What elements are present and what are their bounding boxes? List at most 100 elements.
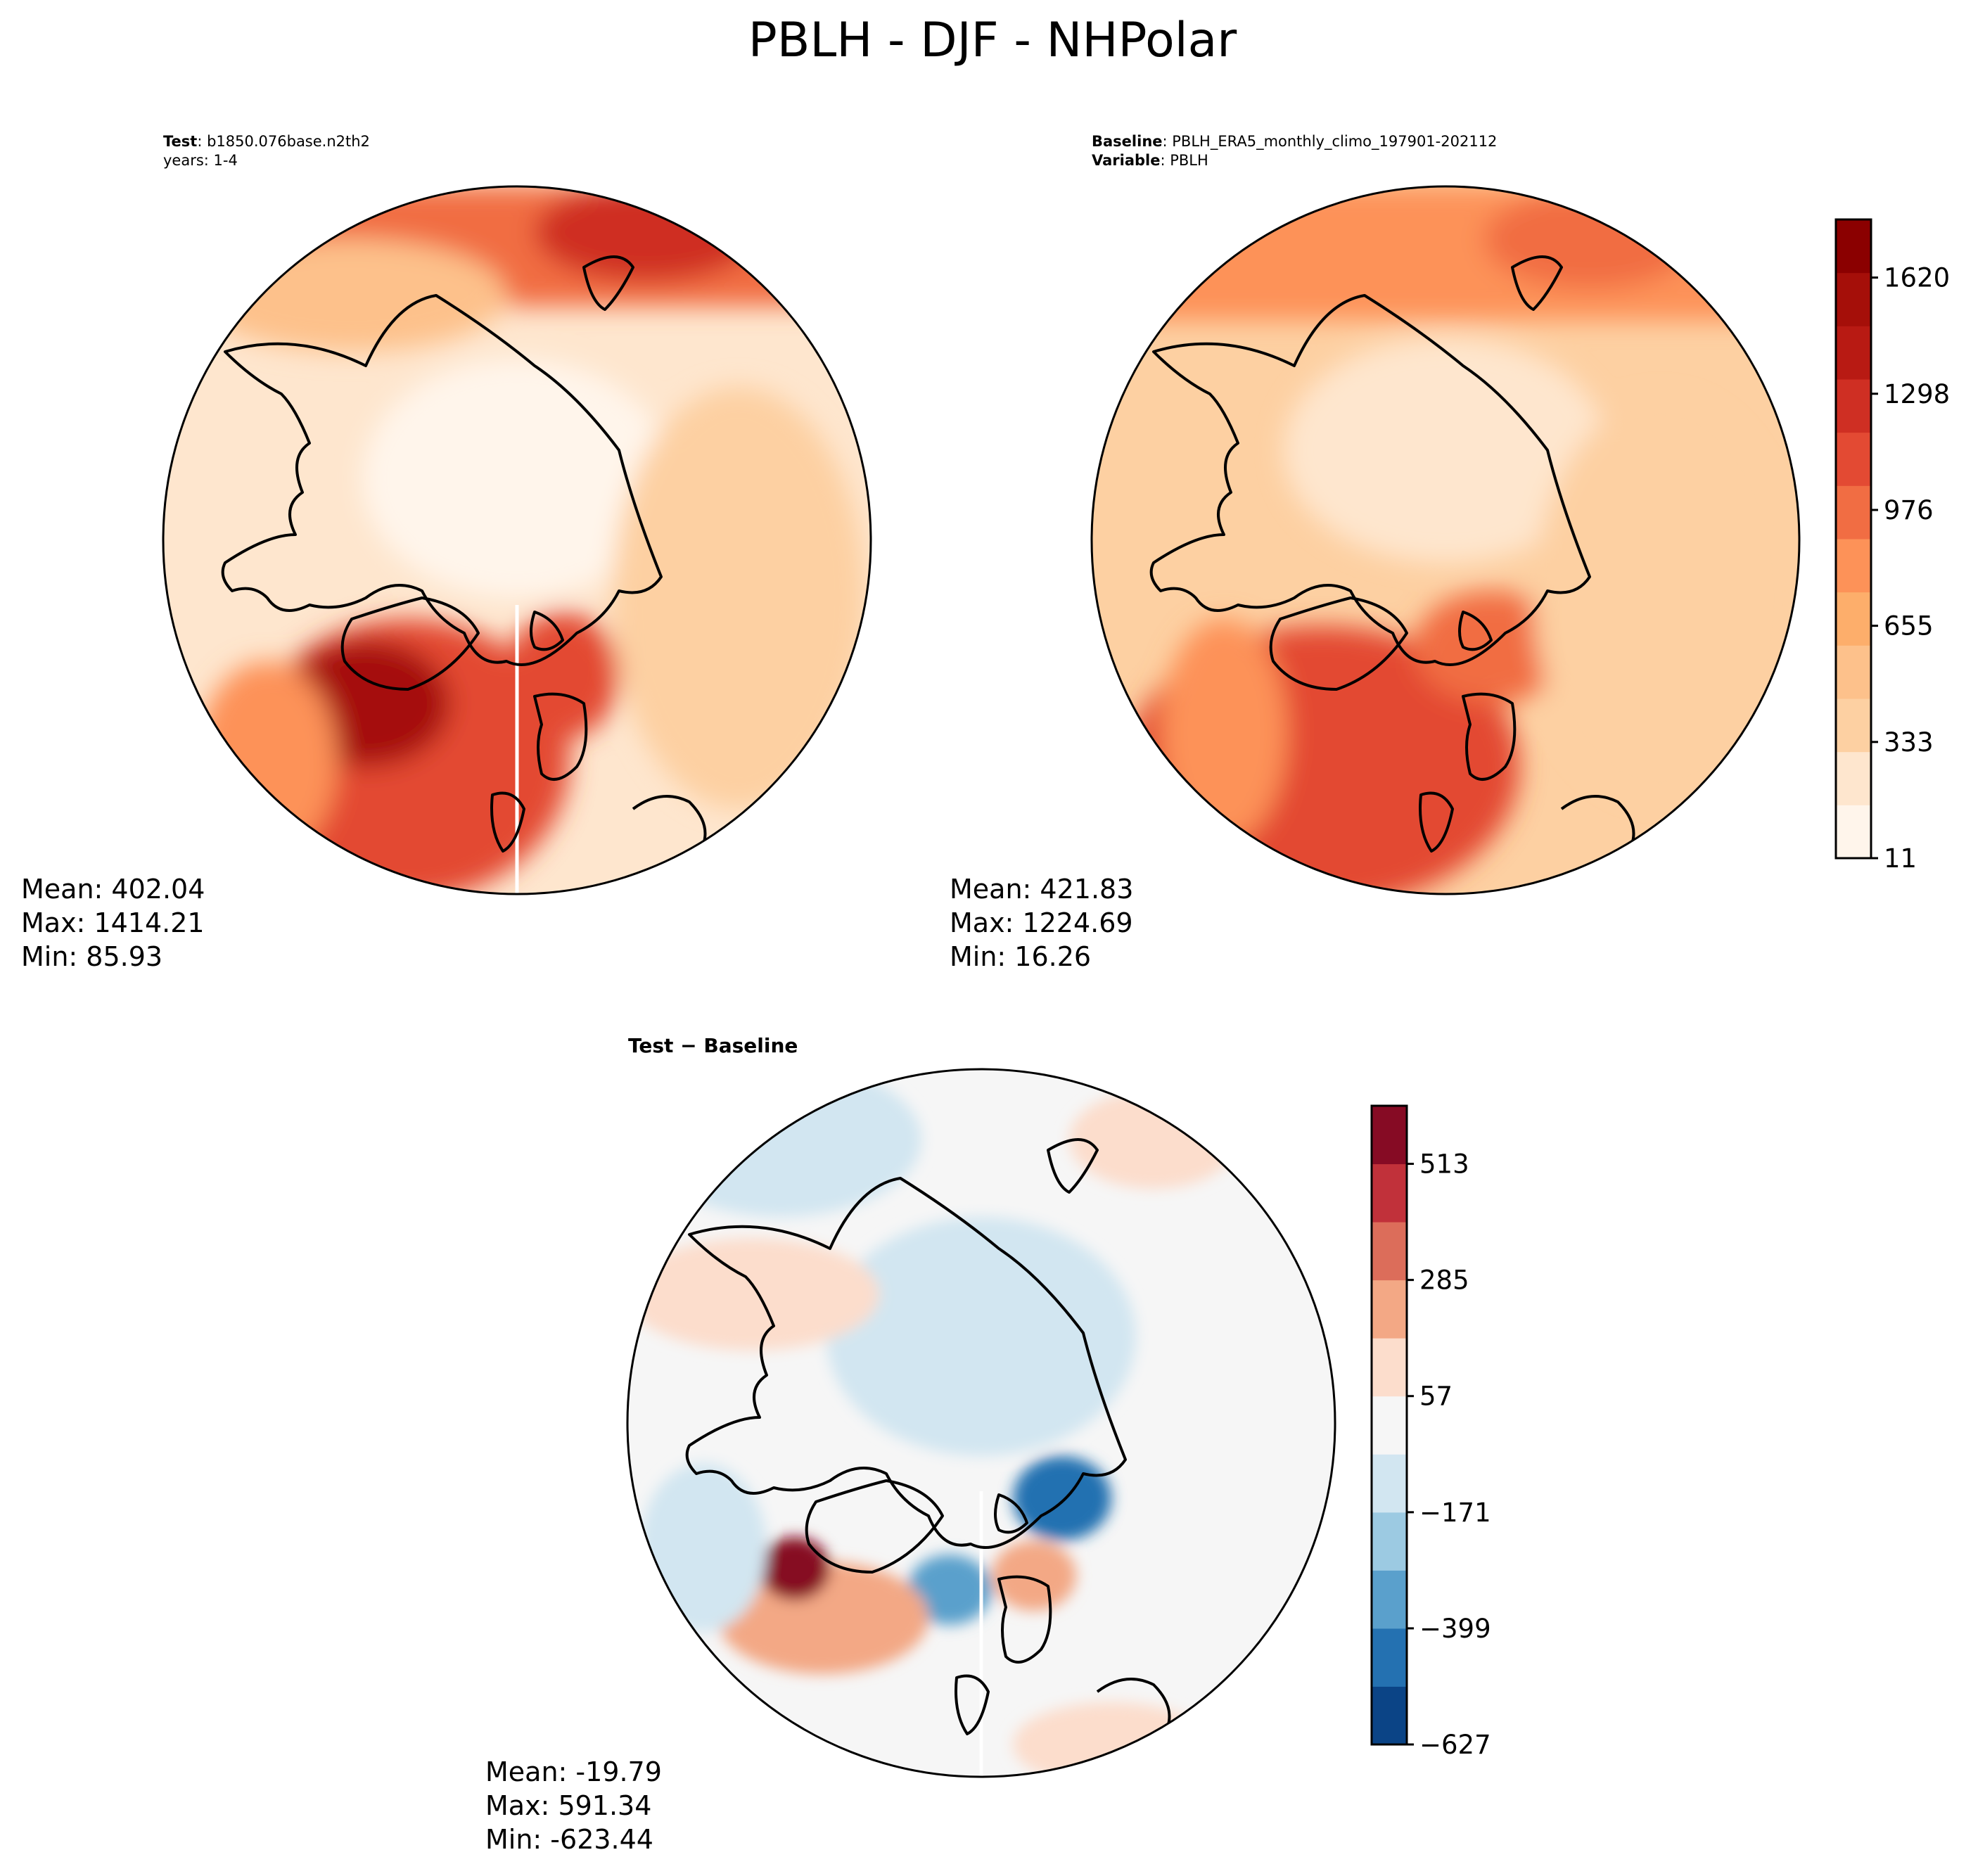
baseline-colorbar-segment: [1836, 805, 1871, 859]
difference-colorbar-segment: [1372, 1454, 1407, 1513]
difference-colorbar-segment: [1372, 1686, 1407, 1745]
baseline-colorbar-segment: [1836, 592, 1871, 646]
difference-ne-red: [1069, 1090, 1238, 1189]
difference-map-background: [627, 1069, 1335, 1777]
test-case-name: : b1850.076base.n2th2: [197, 133, 370, 150]
baseline-colorbar-segment: [1836, 485, 1871, 540]
baseline-colorbar-segment: [1836, 432, 1871, 486]
difference-colorbar-segment: [1372, 1512, 1407, 1571]
difference-colorbar-segment: [1372, 1106, 1407, 1165]
difference-colorbar-tick-label: −399: [1419, 1614, 1491, 1644]
difference-greenland-sea-blue: [907, 1555, 992, 1625]
baseline-map-background: [1092, 186, 1799, 894]
difference-barents-blue: [1013, 1456, 1111, 1540]
variable-name: : PBLH: [1160, 152, 1208, 169]
difference-colorbar-segment: [1372, 1396, 1407, 1455]
test-map-background: [163, 186, 871, 894]
difference-stats: Mean: -19.79 Max: 591.34 Min: -623.44: [485, 1755, 662, 1856]
difference-atlantic-red: [717, 1562, 928, 1674]
difference-min: Min: -623.44: [485, 1824, 653, 1855]
difference-colorbar-tick-label: −627: [1419, 1730, 1491, 1760]
difference-colorbar: −627 −399 −171 57 285 513: [1370, 1104, 1491, 1760]
baseline-max: Max: 1224.69: [950, 907, 1133, 938]
difference-arctic-blue: [826, 1217, 1136, 1456]
test-mean: Mean: 402.04: [21, 874, 205, 905]
test-label: Test: [163, 133, 198, 150]
baseline-colorbar-segment: [1836, 698, 1871, 753]
figure-title: PBLH - DJF - NHPolar: [748, 13, 1237, 68]
difference-colorbar-tick-label: 285: [1419, 1265, 1469, 1296]
baseline-colorbar-frame: [1834, 218, 1872, 860]
baseline-map: [1092, 186, 1799, 894]
difference-colorbar-segment: [1372, 1280, 1407, 1339]
difference-colorbar-segment: [1372, 1628, 1407, 1687]
difference-max: Max: 591.34: [485, 1790, 652, 1821]
test-ne-maximum: [535, 186, 760, 281]
test-years: years: 1-4: [163, 152, 238, 169]
difference-europe-red: [1013, 1702, 1210, 1777]
baseline-atlantic-maximum: [1125, 626, 1519, 894]
baseline-eurasia-band: [1533, 401, 1787, 795]
difference-colorbar-tick-label: −171: [1419, 1498, 1491, 1528]
test-nw-patch: [197, 239, 506, 352]
baseline-norwegian-patch: [1414, 591, 1569, 703]
test-arctic-minimum: [362, 359, 672, 598]
baseline-arctic-minimum: [1284, 338, 1607, 563]
baseline-colorbar-segment: [1836, 326, 1871, 380]
baseline-colorbar-segment: [1836, 751, 1871, 805]
difference-mean: Mean: -19.79: [485, 1756, 662, 1787]
baseline-ne-patch: [1484, 190, 1695, 288]
baseline-colorbar-segment: [1836, 539, 1871, 593]
difference-pacific-red: [627, 1238, 879, 1351]
difference-nw-blue: [640, 1069, 921, 1217]
test-min: Min: 85.93: [21, 941, 163, 972]
test-eurasia-band: [612, 387, 865, 809]
baseline-colorbar-tick-label: 976: [1884, 495, 1934, 525]
baseline-stats: Mean: 421.83 Max: 1224.69 Min: 16.26: [950, 872, 1133, 974]
baseline-colorbar-tick-label: 333: [1884, 727, 1934, 758]
difference-colorbar-segment: [1372, 1163, 1407, 1223]
difference-colorbar-segment: [1372, 1222, 1407, 1281]
baseline-panel-meta: Baseline: PBLH_ERA5_monthly_climo_197901…: [1092, 132, 1497, 170]
test-pacific-band: [163, 186, 871, 306]
baseline-colorbar-segment: [1836, 379, 1871, 433]
difference-title: Test − Baseline: [628, 1034, 798, 1057]
test-atlantic-band: [246, 619, 570, 894]
difference-colorbar-segment: [1372, 1570, 1407, 1629]
difference-colorbar-tick-label: 57: [1419, 1382, 1453, 1412]
baseline-label: Baseline: [1092, 133, 1163, 150]
difference-map-frame: [626, 1068, 1336, 1778]
test-panel-meta: Test: b1850.076base.n2th2 years: 1-4: [163, 132, 370, 170]
test-coastlines: [221, 255, 707, 853]
baseline-colorbar-segment: [1836, 219, 1871, 274]
difference-labrador-maximum: [760, 1537, 830, 1600]
test-map: [163, 186, 871, 894]
test-west-atlantic-patch: [197, 661, 338, 858]
difference-colorbar-tick-label: 513: [1419, 1149, 1469, 1180]
baseline-coastlines: [1149, 255, 1635, 853]
baseline-colorbar-tick-label: 1620: [1884, 263, 1950, 293]
baseline-map-frame: [1090, 185, 1801, 895]
difference-west-blue: [640, 1463, 767, 1632]
baseline-colorbar: 11 333 655 976 1298 1620: [1834, 218, 1950, 874]
difference-colorbar-frame: [1370, 1104, 1408, 1746]
variable-label: Variable: [1092, 152, 1161, 169]
difference-norwegian-red: [992, 1540, 1076, 1611]
test-norwegian-patch: [506, 612, 619, 739]
baseline-west-atlantic-patch: [1161, 619, 1287, 844]
baseline-colorbar-tick-label: 655: [1884, 611, 1934, 642]
baseline-min: Min: 16.26: [950, 941, 1092, 972]
baseline-pacific-band: [1092, 186, 1799, 320]
baseline-case-name: : PBLH_ERA5_monthly_climo_197901-202112: [1162, 133, 1498, 150]
difference-colorbar-segment: [1372, 1338, 1407, 1397]
baseline-colorbar-tick-label: 1298: [1884, 379, 1950, 409]
baseline-colorbar-tick-label: 11: [1884, 843, 1917, 874]
test-labrador-maximum: [281, 640, 450, 767]
test-max: Max: 1414.21: [21, 907, 205, 938]
test-stats: Mean: 402.04 Max: 1414.21 Min: 85.93: [21, 872, 205, 974]
test-map-frame: [162, 185, 872, 895]
difference-coastlines: [685, 1138, 1171, 1735]
baseline-mean: Mean: 421.83: [950, 874, 1134, 905]
difference-map: [627, 1069, 1335, 1777]
baseline-colorbar-segment: [1836, 272, 1871, 326]
